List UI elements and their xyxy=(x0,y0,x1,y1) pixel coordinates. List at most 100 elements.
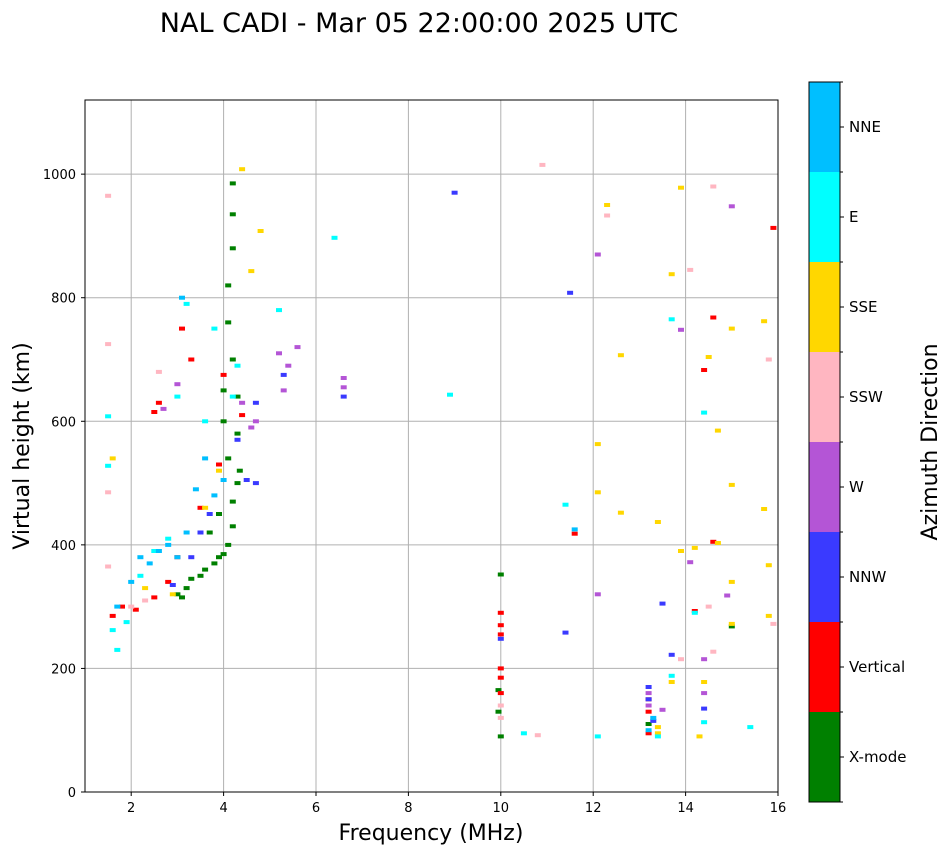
colorbar-tick-label: W xyxy=(849,478,864,496)
data-point-x-mode xyxy=(229,357,236,362)
data-point-nnw xyxy=(562,630,569,635)
colorbar: X-mode Vertical NNW W SSW SSE E NNE xyxy=(808,81,906,803)
data-point-nne xyxy=(650,715,657,720)
data-point-ssw xyxy=(105,193,112,198)
y-tick-label: 600 xyxy=(51,415,76,430)
data-point-x-mode xyxy=(497,572,504,577)
data-point-e xyxy=(105,414,112,419)
y-tick-label: 400 xyxy=(51,539,76,554)
data-point-w xyxy=(160,406,167,411)
data-point-vertical xyxy=(497,691,504,696)
data-point-e xyxy=(668,673,675,678)
x-tick-label: 8 xyxy=(404,801,412,816)
data-point-x-mode xyxy=(225,283,232,288)
data-point-nne xyxy=(192,487,199,492)
data-point-vertical xyxy=(497,610,504,615)
data-point-sse xyxy=(765,613,772,618)
data-point-sse xyxy=(109,456,116,461)
data-point-nne xyxy=(114,604,121,609)
data-point-vertical xyxy=(497,623,504,628)
data-point-vertical xyxy=(645,709,652,714)
data-point-w xyxy=(728,204,735,209)
colorbar-tick-label: SSW xyxy=(849,388,883,406)
data-point-ssw xyxy=(142,598,149,603)
data-point-sse xyxy=(594,442,601,447)
chart-title: NAL CADI - Mar 05 22:00:00 2025 UTC xyxy=(160,8,678,39)
data-point-vertical xyxy=(497,675,504,680)
data-point-e xyxy=(123,620,130,625)
data-point-x-mode xyxy=(216,555,222,560)
data-point-w xyxy=(645,691,652,696)
data-point-nne xyxy=(174,555,181,560)
colorbar-segment-vertical xyxy=(809,622,840,712)
data-point-sse xyxy=(678,185,684,190)
data-point-x-mode xyxy=(179,595,185,600)
data-point-sse xyxy=(761,319,768,324)
data-point-x-mode xyxy=(220,419,227,424)
data-point-x-mode xyxy=(174,592,181,597)
colorbar-segment-x-mode xyxy=(809,712,840,802)
data-point-nne xyxy=(146,561,153,566)
grid-lines xyxy=(85,100,779,793)
data-point-vertical xyxy=(239,413,246,418)
data-point-w xyxy=(252,419,259,424)
data-point-nnw xyxy=(169,583,176,587)
data-point-sse xyxy=(594,490,601,495)
data-point-e xyxy=(137,573,144,578)
colorbar-tick-label: X-mode xyxy=(849,748,906,766)
data-point-e xyxy=(114,647,121,652)
data-point-e xyxy=(183,301,190,306)
data-point-ssw xyxy=(705,604,712,609)
data-point-sse xyxy=(765,563,772,568)
data-point-ssw xyxy=(128,604,135,609)
data-point-sse xyxy=(701,680,708,684)
colorbar-tick-label: NNW xyxy=(849,568,886,586)
data-point-x-mode xyxy=(211,561,218,566)
data-point-x-mode xyxy=(202,567,209,572)
data-point-nnw xyxy=(280,372,287,377)
y-tick-label: 0 xyxy=(68,786,76,801)
data-point-e xyxy=(701,410,708,415)
data-point-ssw xyxy=(155,369,162,374)
data-point-sse xyxy=(202,505,209,510)
data-point-sse xyxy=(654,731,661,736)
data-point-sse xyxy=(761,507,768,511)
data-point-e xyxy=(447,392,453,397)
data-point-x-mode xyxy=(220,388,227,393)
data-point-e xyxy=(331,235,338,240)
data-point-nnw xyxy=(234,437,241,442)
data-point-sse xyxy=(668,680,675,684)
data-point-vertical xyxy=(132,607,139,612)
colorbar-segment-nne xyxy=(809,82,840,172)
colorbar-frame xyxy=(808,81,841,803)
data-point-x-mode xyxy=(229,181,236,186)
data-point-nnw xyxy=(659,601,666,606)
data-point-nnw xyxy=(206,512,213,516)
data-point-e xyxy=(276,308,282,313)
data-point-nnw xyxy=(645,697,652,702)
data-point-vertical xyxy=(701,368,708,372)
data-point-ssw xyxy=(497,703,504,708)
data-point-w xyxy=(239,400,246,405)
data-point-e xyxy=(229,394,236,399)
y-axis-label: Virtual height (km) xyxy=(10,342,35,549)
data-point-e xyxy=(654,734,661,739)
colorbar-segment-sse xyxy=(809,262,840,352)
data-point-sse xyxy=(617,510,624,515)
data-point-w xyxy=(594,252,601,257)
x-tick-label: 6 xyxy=(312,801,320,816)
data-point-sse xyxy=(216,468,222,473)
data-point-nnw xyxy=(567,290,574,295)
data-point-nne xyxy=(220,478,227,482)
data-point-nne xyxy=(211,493,218,498)
data-point-ssw xyxy=(497,715,504,720)
data-point-e xyxy=(691,610,698,615)
data-point-x-mode xyxy=(234,481,241,486)
data-point-w xyxy=(248,425,255,430)
data-point-w xyxy=(340,385,347,390)
data-point-e xyxy=(211,326,218,331)
data-point-w xyxy=(724,593,731,598)
data-point-sse xyxy=(142,586,149,591)
data-point-sse xyxy=(728,579,735,584)
